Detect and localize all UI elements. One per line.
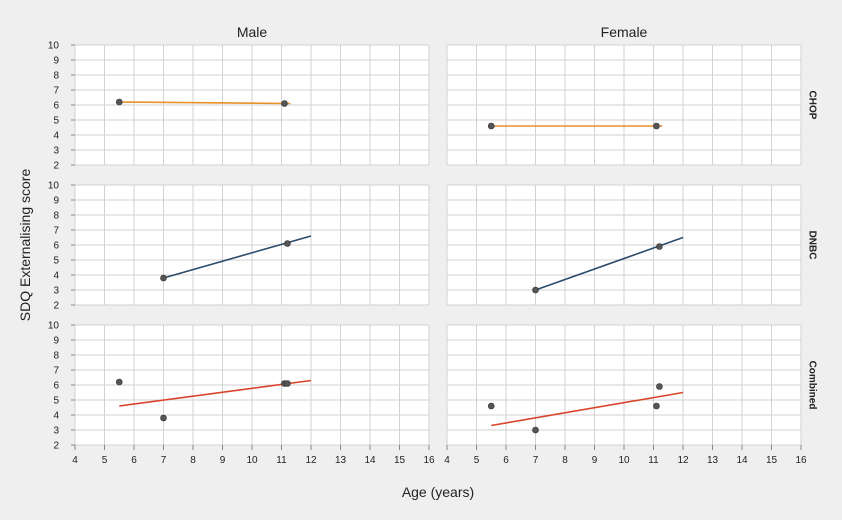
- x-tick-label: 12: [305, 455, 317, 466]
- panel-chop-male: [74, 44, 430, 166]
- column-title-male: Male: [237, 24, 268, 40]
- x-tick-label: 8: [190, 455, 196, 466]
- x-tick-label: 6: [131, 455, 137, 466]
- x-tick-label: 14: [736, 455, 748, 466]
- data-point-dnbc-female: [532, 286, 539, 294]
- y-tick-label: 9: [53, 196, 59, 207]
- x-tick-label: 12: [677, 455, 689, 466]
- x-tick-label: 15: [766, 455, 778, 466]
- y-tick-label: 5: [53, 256, 59, 267]
- y-tick-label: 10: [48, 181, 60, 192]
- x-tick-label: 9: [592, 455, 598, 466]
- x-tick-label: 7: [161, 455, 167, 466]
- column-title-female: Female: [601, 24, 648, 40]
- data-point-chop-male: [281, 100, 288, 107]
- y-tick-label: 2: [53, 301, 59, 312]
- row-strip-dnbc: DNBC: [806, 231, 817, 260]
- x-axis-title: Age (years): [402, 484, 474, 500]
- y-tick-label: 9: [53, 56, 59, 67]
- panel-dnbc-female: [446, 184, 802, 306]
- y-tick-label: 4: [53, 271, 59, 282]
- x-tick-label: 5: [474, 455, 480, 466]
- row-strip-chop: CHOP: [806, 91, 817, 120]
- data-point-combined-female: [487, 402, 495, 410]
- y-axis-title: SDQ Externalising score: [17, 169, 33, 322]
- y-tick-label: 6: [53, 241, 59, 252]
- y-tick-label: 10: [48, 41, 60, 52]
- x-tick-label: 13: [335, 455, 347, 466]
- y-tick-label: 8: [53, 211, 59, 222]
- x-tick-label: 11: [276, 455, 287, 466]
- data-point-combined-male: [115, 378, 123, 386]
- x-tick-label: 11: [648, 455, 659, 466]
- y-tick-label: 10: [48, 321, 60, 332]
- y-tick-label: 2: [53, 441, 59, 452]
- x-tick-label: 15: [394, 455, 406, 466]
- data-point-dnbc-male: [284, 240, 291, 247]
- data-point-chop-female: [653, 122, 660, 130]
- data-point-combined-female: [653, 402, 660, 410]
- x-tick-label: 6: [503, 455, 509, 466]
- data-point-dnbc-female: [656, 243, 663, 250]
- fit-line-combined-male: [119, 379, 312, 407]
- data-point-chop-male: [115, 98, 123, 106]
- y-tick-label: 9: [53, 336, 59, 347]
- x-tick-label: 16: [795, 455, 807, 466]
- data-point-combined-female: [532, 426, 539, 434]
- panel-chop-female: [446, 44, 802, 166]
- y-tick-label: 7: [53, 86, 59, 97]
- x-tick-label: 5: [102, 455, 108, 466]
- x-tick-label: 10: [246, 455, 258, 466]
- y-tick-label: 2: [53, 161, 59, 172]
- data-point-dnbc-male: [160, 274, 167, 282]
- panel-combined-male: [74, 324, 430, 446]
- x-tick-label: 7: [533, 455, 539, 466]
- x-tick-label: 4: [72, 455, 78, 466]
- y-tick-label: 8: [53, 71, 59, 82]
- y-tick-label: 8: [53, 351, 59, 362]
- y-tick-label: 7: [53, 226, 59, 237]
- y-tick-label: 7: [53, 366, 59, 377]
- x-tick-label: 9: [220, 455, 226, 466]
- y-tick-label: 3: [53, 286, 59, 297]
- y-tick-label: 6: [53, 381, 59, 392]
- data-point-chop-female: [487, 122, 495, 130]
- y-tick-label: 5: [53, 396, 59, 407]
- data-point-combined-female: [656, 383, 663, 390]
- x-tick-label: 13: [707, 455, 719, 466]
- fit-line-chop-male: [119, 101, 291, 105]
- y-tick-label: 6: [53, 101, 59, 112]
- panel-dnbc-male: [74, 184, 430, 306]
- y-tick-label: 3: [53, 146, 59, 157]
- y-tick-label: 4: [53, 411, 59, 422]
- data-point-combined-male: [160, 414, 167, 422]
- row-strip-combined: Combined: [806, 361, 817, 410]
- y-tick-label: 4: [53, 131, 59, 142]
- data-point-combined-male: [284, 380, 291, 387]
- x-tick-label: 16: [423, 455, 435, 466]
- fit-line-combined-female: [491, 391, 684, 427]
- y-tick-label: 5: [53, 116, 59, 127]
- x-tick-label: 8: [562, 455, 568, 466]
- y-tick-label: 3: [53, 426, 59, 437]
- x-tick-label: 10: [618, 455, 630, 466]
- x-tick-label: 14: [364, 455, 376, 466]
- panel-combined-female: [446, 324, 802, 446]
- x-tick-label: 4: [444, 455, 450, 466]
